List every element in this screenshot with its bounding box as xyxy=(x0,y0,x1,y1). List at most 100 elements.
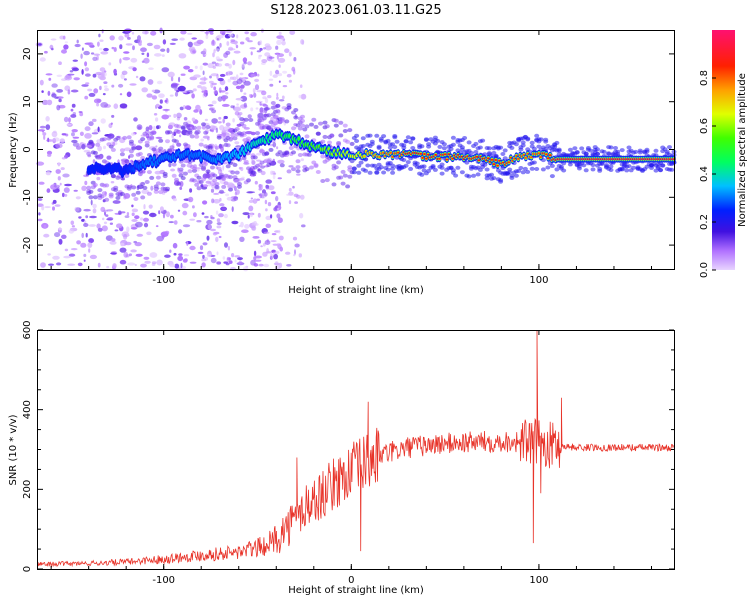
spectrogram-halo xyxy=(369,142,375,146)
spectrogram-halo xyxy=(295,169,301,174)
spectrogram-noise-blob xyxy=(173,113,177,118)
spectrogram-noise-blob xyxy=(265,179,273,184)
spectrogram-noise-blob xyxy=(267,95,272,99)
spectrogram-halo xyxy=(644,147,650,152)
spectrogram-halo xyxy=(311,117,317,122)
spectrogram-halo xyxy=(381,170,387,175)
spectrogram-halo xyxy=(331,182,337,187)
spectrogram-noise-blob xyxy=(228,260,233,264)
spectrogram-noise-blob xyxy=(184,105,191,110)
spectrogram-halo xyxy=(408,140,414,145)
spectrogram-noise-blob xyxy=(235,97,243,101)
spectrogram-halo xyxy=(273,115,278,120)
spectrogram-noise-blob xyxy=(63,187,70,193)
spectrogram-halo xyxy=(579,146,585,151)
spectrogram-noise-blob xyxy=(179,134,182,138)
spectrogram-noise-blob xyxy=(156,259,163,266)
spectrogram-noise-blob xyxy=(61,234,67,239)
spectrogram-noise-blob xyxy=(85,73,91,77)
spectrogram-noise-blob xyxy=(143,222,149,228)
spectrogram-halo xyxy=(459,170,465,175)
spectrogram-halo xyxy=(133,197,139,201)
spectrogram-noise-blob xyxy=(199,65,203,71)
spectrogram-halo xyxy=(176,142,182,147)
spectrogram-noise-blob xyxy=(135,145,143,151)
spectrogram-noise-blob xyxy=(105,235,113,242)
spectrogram-noise-blob xyxy=(278,64,281,68)
snr-x-axis-label: Height of straight line (km) xyxy=(288,585,424,596)
spectrogram-halo xyxy=(149,175,155,180)
spectrogram-noise-blob xyxy=(47,153,52,157)
spectrogram-noise-blob xyxy=(255,152,262,156)
spectrogram-halo xyxy=(119,148,125,153)
spectrogram-noise-blob xyxy=(148,125,153,131)
spectrogram-noise-blob xyxy=(248,199,254,203)
spectrogram-noise-blob xyxy=(191,93,195,99)
spectrogram-noise-blob xyxy=(242,212,250,216)
spectrogram-halo xyxy=(583,168,589,173)
spectrogram-noise-blob xyxy=(201,258,207,262)
spectrogram-noise-blob xyxy=(176,112,182,119)
spectrogram-noise-blob xyxy=(172,198,177,202)
spectrogram-noise-blob xyxy=(250,32,257,37)
spectrogram-halo xyxy=(401,158,407,162)
spectrogram-x-axis-label: Height of straight line (km) xyxy=(288,285,424,296)
spectrogram-noise-blob xyxy=(259,148,264,153)
spectrogram-ridge-core xyxy=(530,156,533,159)
spectrogram-halo xyxy=(104,197,110,202)
spectrogram-noise-blob xyxy=(48,263,54,266)
spectrogram-noise-blob xyxy=(264,199,268,205)
spectrogram-halo xyxy=(482,152,488,157)
spectrogram-noise-blob xyxy=(204,118,208,122)
spectrogram-noise-blob xyxy=(243,126,250,130)
spectrogram-noise-blob xyxy=(236,34,239,39)
spectrogram-noise-blob xyxy=(37,43,42,46)
spectrogram-noise-blob xyxy=(201,212,205,215)
spectrogram-noise-blob xyxy=(93,53,100,56)
spectrogram-noise-blob xyxy=(162,39,167,45)
spectrogram-halo xyxy=(297,153,303,157)
spectrogram-halo xyxy=(338,133,344,138)
spectrogram-noise-blob xyxy=(216,251,219,256)
spectrogram-noise-blob xyxy=(182,224,191,228)
spectrogram-noise-blob xyxy=(167,71,175,78)
spectrogram-frame xyxy=(37,30,675,270)
spectrogram-halo xyxy=(338,120,344,125)
spectrogram-noise-blob xyxy=(191,117,196,122)
spectrogram-noise-blob xyxy=(83,259,86,262)
spectrogram-noise-blob xyxy=(112,263,117,269)
spectrogram-noise-blob xyxy=(241,63,245,68)
spectrogram-ridge-core xyxy=(391,155,394,158)
spectrogram-noise-blob xyxy=(253,250,257,257)
spectrogram-noise-blob xyxy=(110,181,115,184)
spectrogram-noise-blob xyxy=(274,250,280,255)
spectrogram-halo xyxy=(626,164,632,169)
spectrogram-noise-blob xyxy=(259,47,263,51)
spectrogram-noise-blob xyxy=(46,139,54,142)
spectrogram-halo xyxy=(322,134,328,139)
spectrogram-halo xyxy=(349,159,355,164)
spectrogram-halo xyxy=(230,133,236,138)
spectrogram-halo xyxy=(367,170,373,175)
spectrogram-noise-blob xyxy=(260,245,263,248)
spectrogram-noise-blob xyxy=(218,235,222,239)
spectrogram-noise-blob xyxy=(72,142,80,147)
spectrogram-halo xyxy=(115,195,121,200)
spectrogram-noise-blob xyxy=(216,73,219,80)
spectrogram-halo xyxy=(115,175,121,180)
spectrogram-noise-blob xyxy=(72,67,79,72)
spectrogram-halo xyxy=(304,167,310,172)
spectrogram-halo xyxy=(554,167,560,172)
spectrogram-halo xyxy=(345,184,351,189)
spectrogram-ridge-inner xyxy=(287,134,291,138)
spectrogram-noise-blob xyxy=(143,204,146,210)
spectrogram-noise-blob xyxy=(139,76,146,82)
spectrogram-halo xyxy=(205,125,211,130)
spectrogram-halo xyxy=(140,181,146,186)
spectrogram-halo xyxy=(502,148,508,153)
spectrogram-noise-blob xyxy=(260,170,266,176)
spectrogram-noise-blob xyxy=(113,47,117,52)
spectrogram-noise-blob xyxy=(44,206,51,209)
spectrogram-noise-blob xyxy=(37,218,43,222)
spectrogram-noise-blob xyxy=(231,253,235,258)
